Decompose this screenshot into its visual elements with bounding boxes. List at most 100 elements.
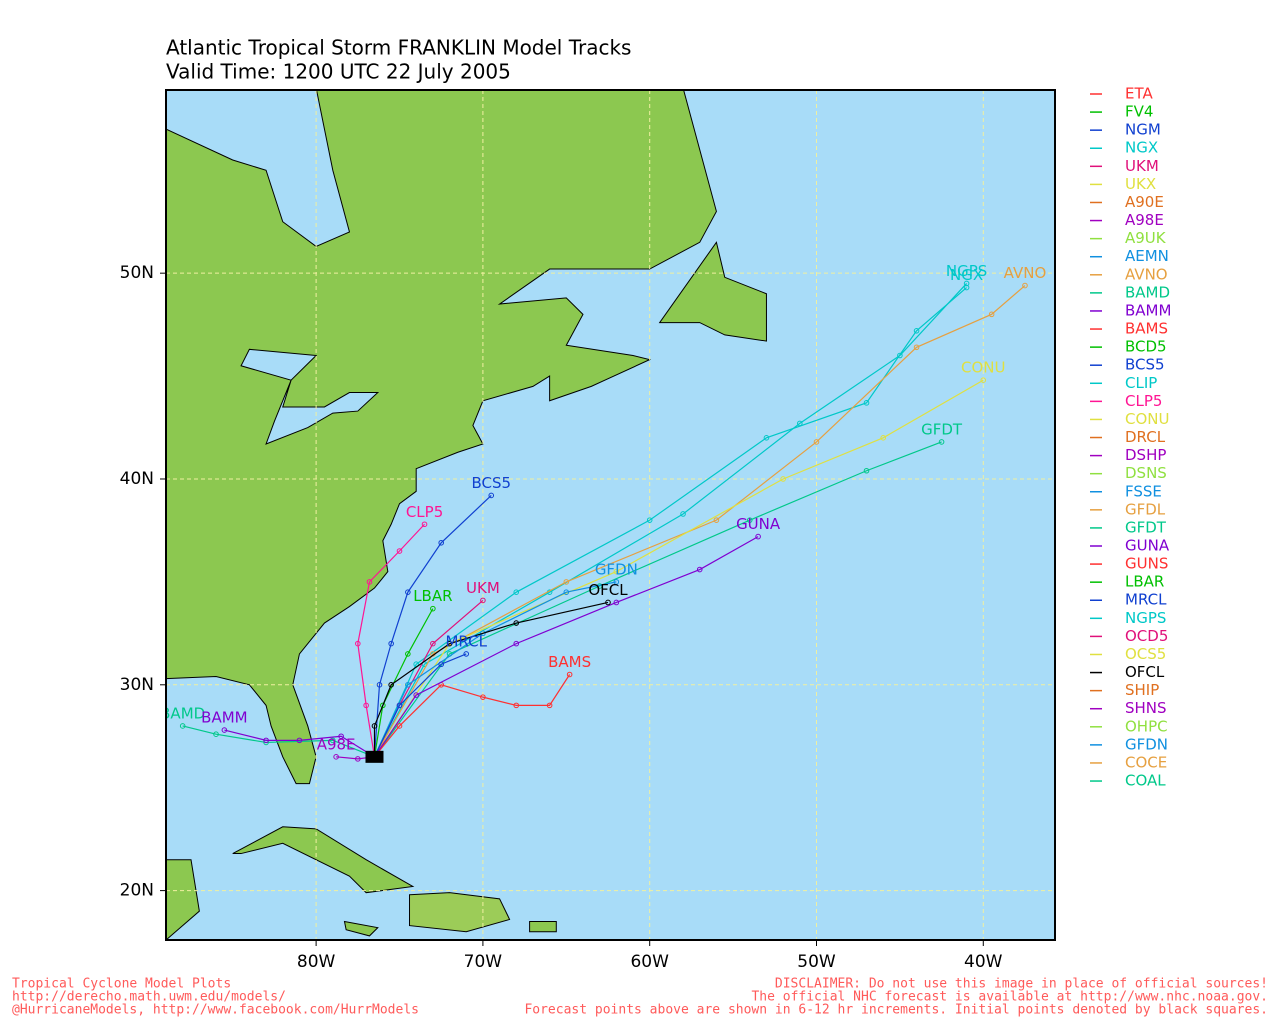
footer-left: @HurricaneModels, http://www.facebook.co… (12, 1003, 419, 1018)
track-label: LBAR (413, 587, 452, 605)
newfoundland (658, 241, 767, 342)
track-point (430, 640, 436, 647)
north-america (166, 90, 717, 785)
legend-label: OCD5 (1125, 627, 1168, 645)
lon-tick-label: 50W (797, 952, 836, 972)
lon-tick-label: 70W (464, 952, 503, 972)
track-point (613, 579, 620, 585)
track-point (1022, 282, 1028, 289)
track-label: NGX (950, 266, 983, 284)
track-line (373, 536, 759, 758)
track-label: AVNO (1004, 264, 1047, 282)
track-point (396, 548, 403, 554)
track-point (376, 681, 383, 688)
track-point (480, 597, 486, 604)
track-point (446, 640, 453, 647)
legend-label: BCD5 (1125, 338, 1167, 356)
track-point (213, 731, 219, 737)
track-line (373, 379, 984, 758)
track-point (371, 723, 378, 729)
track-point (797, 420, 803, 427)
legend-label: AVNO (1125, 265, 1168, 283)
track-label: GUNA (736, 515, 781, 533)
track-point (755, 533, 761, 540)
track-label: MRCL (445, 632, 487, 650)
land (166, 90, 767, 940)
track-point (963, 280, 970, 287)
legend-label: A98E (1125, 211, 1164, 229)
track-point (179, 723, 186, 729)
track-label: OFCL (588, 581, 628, 599)
legend-label: OFCL (1125, 663, 1165, 681)
legend-label: GFDL (1125, 500, 1166, 518)
track-point (396, 723, 403, 729)
lat-tick-label: 20N (120, 881, 154, 901)
track-line (374, 674, 571, 758)
track-point (513, 640, 520, 647)
lat-tick-label: 50N (120, 263, 154, 283)
legend-label: OCS5 (1125, 645, 1166, 663)
track-point (363, 702, 369, 709)
track-point (329, 737, 336, 744)
legend-label: GFDN (1125, 735, 1168, 753)
legend-label: GFDT (1125, 518, 1167, 536)
legend-label: MRCL (1125, 591, 1167, 609)
footer-right: Forecast points above are shown in 6-12 … (524, 1003, 1268, 1018)
track-point (813, 439, 820, 445)
track-point (355, 756, 361, 762)
track-label: BAMM (201, 709, 247, 727)
great-lakes (240, 348, 380, 445)
track-point (913, 344, 920, 351)
legend-label: A9UK (1125, 229, 1167, 247)
track-label: BCS5 (471, 474, 511, 492)
legend-label: BAMS (1125, 320, 1168, 338)
track-point (438, 539, 445, 546)
track-point (463, 651, 470, 657)
track-point (605, 599, 611, 606)
legend-label: DSNS (1125, 464, 1167, 482)
legend-label: CLP5 (1125, 392, 1162, 410)
track-point (388, 681, 394, 688)
track-point (763, 435, 770, 441)
legend-label: NGM (1125, 121, 1161, 139)
track-label: BAMS (548, 653, 591, 671)
lon-tick-label: 80W (297, 952, 336, 972)
track-point (380, 702, 386, 709)
lat-tick-label: 30N (120, 675, 154, 695)
legend-label: NGX (1125, 139, 1158, 157)
track-point (880, 435, 887, 441)
puerto-rico (529, 920, 557, 933)
legend-label: FSSE (1125, 482, 1162, 500)
track-label: CLP5 (406, 503, 443, 521)
yucatan (166, 859, 200, 940)
legend-label: UKX (1125, 175, 1156, 193)
legend-label: CLIP (1125, 374, 1157, 392)
track-point (546, 702, 553, 709)
cuba (232, 826, 415, 894)
track-point (897, 352, 903, 359)
track-line (373, 283, 968, 758)
legend-label: UKM (1125, 157, 1159, 175)
track-point (430, 605, 436, 612)
track-label: GFDT (921, 420, 963, 438)
track-line (373, 653, 467, 758)
track-point (355, 640, 361, 647)
track-label: BAMD (160, 704, 205, 722)
legend-label: COCE (1125, 753, 1167, 771)
track-point (863, 400, 870, 406)
track-point (388, 640, 394, 647)
legend-label: ETA (1125, 85, 1153, 103)
subtitle: Valid Time: 1200 UTC 22 July 2005 (166, 60, 511, 84)
track-point (696, 566, 703, 573)
track-point (863, 467, 870, 474)
hudson-bay (166, 90, 351, 247)
track-point (405, 589, 411, 595)
track-point (563, 579, 570, 585)
track-line (374, 441, 942, 758)
track-line (224, 729, 375, 758)
track-point (713, 517, 720, 523)
track-point (646, 517, 653, 523)
initial-position (365, 750, 384, 763)
legend-label: FV4 (1125, 103, 1153, 121)
